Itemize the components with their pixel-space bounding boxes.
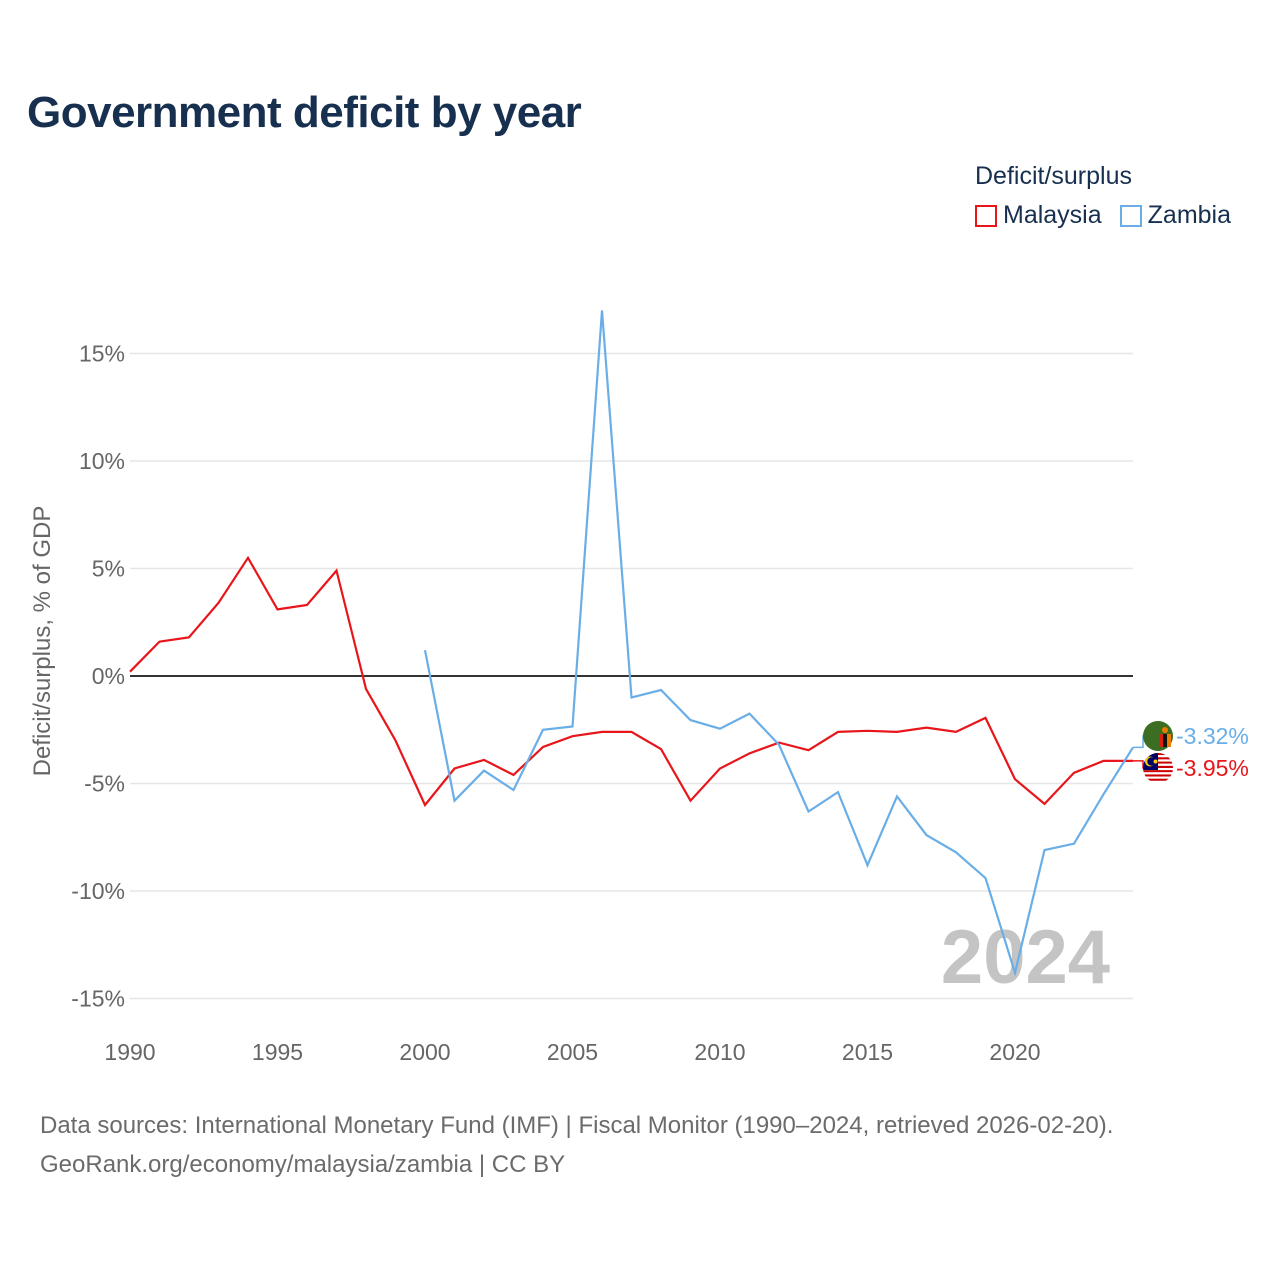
x-tick-label: 2000 — [399, 1039, 450, 1065]
y-axis-title: Deficit/surplus, % of GDP — [29, 506, 56, 777]
end-label-zambia: -3.32% — [1176, 723, 1249, 749]
y-tick-label: -15% — [71, 986, 125, 1012]
plot-area: 15% 10% 5% 0% -5% -10% -15% 1990 1995 2000 2005 201… — [29, 310, 1249, 1065]
flag-icon-malaysia — [1143, 753, 1173, 783]
legend-swatch-malaysia — [975, 204, 997, 227]
legend: Deficit/surplus Malaysia Zambia — [975, 162, 1249, 230]
x-tick-label: 1990 — [104, 1039, 155, 1065]
x-tick-label: 1995 — [252, 1039, 303, 1065]
sources: Data sources: International Monetary Fun… — [40, 1106, 1113, 1184]
axes: 15% 10% 5% 0% -5% -10% -15% 1990 1995 2000 2005 201… — [29, 341, 1133, 1065]
y-tick-label: 15% — [79, 341, 125, 367]
sources-line-2[interactable]: GeoRank.org/economy/malaysia/zambia | CC… — [40, 1151, 566, 1178]
x-tick-label: 2010 — [694, 1039, 745, 1065]
chart-title: Government deficit by year — [27, 88, 582, 137]
x-tick-label: 2005 — [547, 1039, 598, 1065]
x-tick-label: 2015 — [842, 1039, 893, 1065]
series-line-malaysia — [129, 555, 1133, 808]
y-tick-label: 0% — [92, 663, 125, 689]
legend-label-zambia: Zambia — [1147, 201, 1232, 229]
legend-label-malaysia: Malaysia — [1003, 201, 1102, 229]
y-tick-label: -10% — [71, 878, 125, 904]
end-label-malaysia: -3.95% — [1176, 755, 1249, 781]
legend-title: Deficit/surplus — [975, 162, 1132, 190]
y-tick-label: 10% — [79, 448, 125, 474]
series — [129, 310, 1134, 977]
sources-line-1: Data sources: International Monetary Fun… — [40, 1112, 1114, 1139]
legend-item-zambia[interactable]: Zambia — [1119, 201, 1232, 230]
legend-swatch-zambia — [1119, 204, 1142, 227]
y-tick-label: -5% — [84, 771, 125, 797]
series-line-zambia — [423, 310, 1134, 977]
end-labels: -3.95% -3.32% — [1133, 721, 1249, 783]
x-tick-label: 2020 — [989, 1039, 1040, 1065]
legend-item-malaysia[interactable]: Malaysia — [975, 201, 1102, 230]
y-tick-label: 5% — [92, 556, 125, 582]
flag-icon-zambia — [1143, 721, 1173, 751]
legend-row: Malaysia Zambia — [975, 201, 1249, 230]
grid-lines — [130, 352, 1133, 1000]
